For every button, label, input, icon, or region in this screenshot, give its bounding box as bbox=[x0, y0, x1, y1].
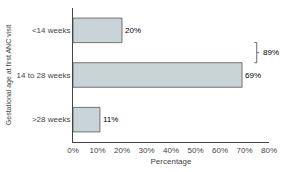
svg-text:<14 weeks: <14 weeks bbox=[32, 26, 70, 35]
svg-text:40%: 40% bbox=[163, 146, 179, 155]
svg-text:80%: 80% bbox=[261, 146, 277, 155]
svg-text:11%: 11% bbox=[103, 115, 118, 124]
svg-text:>28 weeks: >28 weeks bbox=[32, 115, 70, 124]
svg-text:20%: 20% bbox=[114, 146, 130, 155]
svg-text:50%: 50% bbox=[187, 146, 203, 155]
svg-text:20%: 20% bbox=[125, 26, 141, 35]
svg-text:69%: 69% bbox=[245, 71, 261, 80]
svg-text:70%: 70% bbox=[236, 146, 252, 155]
svg-text:14 to 28 weeks: 14 to 28 weeks bbox=[17, 71, 71, 80]
svg-text:10%: 10% bbox=[89, 146, 105, 155]
svg-text:30%: 30% bbox=[138, 146, 154, 155]
svg-text:Gestational age at first ANC v: Gestational age at first ANC visit bbox=[5, 25, 13, 125]
svg-text:0%: 0% bbox=[67, 146, 79, 155]
svg-text:89%: 89% bbox=[263, 48, 279, 57]
svg-text:60%: 60% bbox=[212, 146, 228, 155]
svg-text:Percentage: Percentage bbox=[151, 157, 192, 166]
